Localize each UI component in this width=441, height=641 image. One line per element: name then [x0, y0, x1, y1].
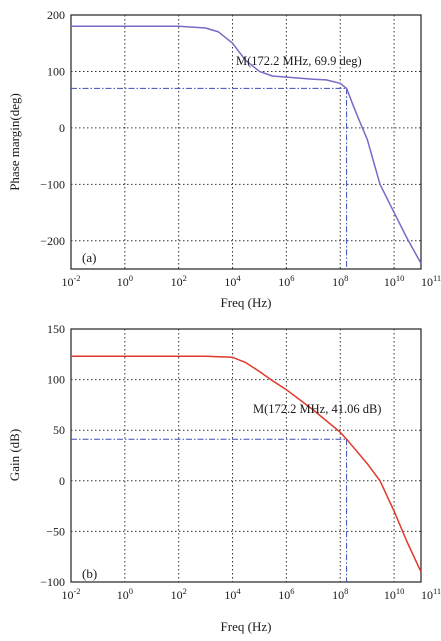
x-tick-label: 1010: [384, 586, 405, 602]
x-tick-label: 104: [224, 586, 241, 602]
marker-annotation: M(172.2 MHz, 41.06 dB): [253, 402, 381, 416]
x-tick-label: 108: [332, 586, 348, 602]
phase-margin-panel: 10-2 100 102 104 106 108 1010 1011 200 100 0 −100 −…: [7, 8, 441, 310]
phase-curve: [71, 25, 422, 264]
plot-frame: [70, 328, 422, 583]
x-tick-label: 100: [117, 273, 133, 289]
y-axis-label: Phase margin(deg): [7, 93, 22, 191]
x-axis-label: Freq (Hz): [221, 619, 272, 634]
x-tick-label: 104: [224, 273, 241, 289]
y-tick-label: −100: [40, 177, 65, 191]
x-tick-labels: 10-2 100 102 104 106 108 1010 1011: [61, 586, 441, 602]
y-tick-label: 150: [47, 322, 65, 336]
x-tick-label: 102: [171, 273, 187, 289]
y-tick-label: −200: [40, 234, 65, 248]
x-tick-label: 106: [278, 273, 294, 289]
marker-guide-lines: [71, 87, 348, 269]
y-tick-label: 0: [59, 121, 65, 135]
y-tick-label: 100: [47, 373, 65, 387]
x-axis-label: Freq (Hz): [221, 295, 272, 310]
panel-label: (b): [82, 566, 97, 581]
series-line: [71, 355, 422, 573]
x-tick-label: 108: [332, 273, 348, 289]
y-tick-label: 200: [47, 8, 65, 22]
y-tick-label: 100: [47, 64, 65, 78]
x-tick-label: 106: [278, 586, 294, 602]
marker-guide-lines: [71, 438, 348, 582]
series-line: [71, 25, 422, 264]
x-tick-labels: 10-2 100 102 104 106 108 1010 1011: [61, 273, 441, 289]
y-tick-label: 0: [59, 474, 65, 488]
gain-panel: 10-2 100 102 104 106 108 1010 1011 150 100 50 0 −50…: [7, 322, 441, 634]
panel-label: (a): [82, 250, 96, 265]
y-axis-label: Gain (dB): [7, 429, 22, 481]
x-tick-label: 10-2: [61, 273, 80, 289]
y-tick-labels: 150 100 50 0 −50 −100: [40, 322, 65, 589]
x-tick-label: 1010: [384, 273, 405, 289]
x-tick-label: 102: [171, 586, 187, 602]
x-tick-label: 1011: [421, 586, 441, 602]
x-tick-label: 100: [117, 586, 133, 602]
gain-curve: [71, 355, 422, 573]
y-tick-labels: 200 100 0 −100 −200: [40, 8, 65, 248]
y-tick-label: −100: [40, 575, 65, 589]
x-tick-label: 10-2: [61, 586, 80, 602]
plot-frame: [70, 14, 422, 270]
y-tick-label: −50: [46, 524, 65, 538]
y-tick-label: 50: [53, 423, 65, 437]
x-tick-label: 1011: [421, 273, 441, 289]
marker-annotation: M(172.2 MHz, 69.9 deg): [236, 54, 362, 68]
